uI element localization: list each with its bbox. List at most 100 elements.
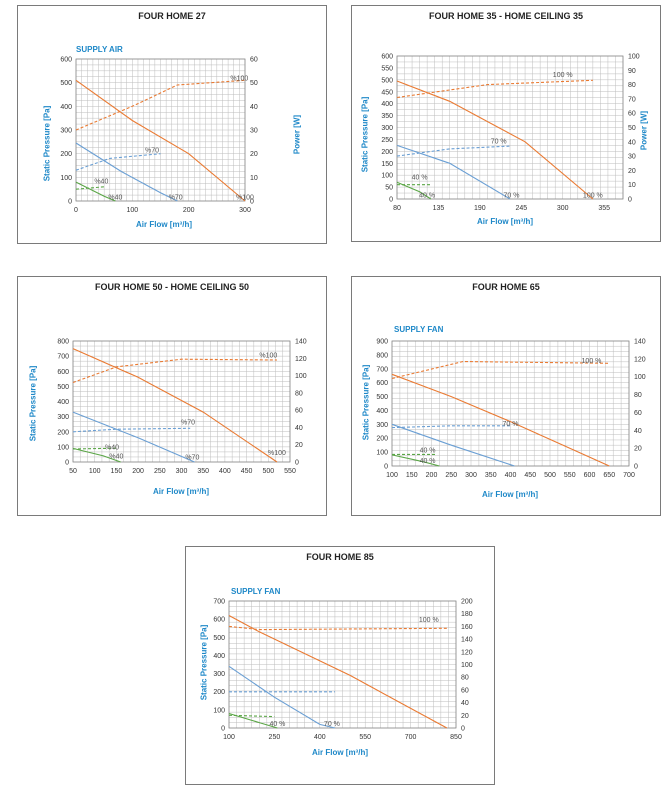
y-tick-label: 500 xyxy=(60,80,72,87)
chart-svg: 0 100 200 300010020030040050060001020304050… xyxy=(60,57,258,215)
x-tick-label: 550 xyxy=(359,734,371,741)
chart-title: FOUR HOME 85 xyxy=(306,552,374,562)
series-line-power-blue xyxy=(396,145,511,157)
chart-svg: 100 150 200 250 300 350 400 450 500 550 600 650 7000… xyxy=(376,339,645,480)
x-tick-label: 250 xyxy=(445,472,457,479)
y-tick-label: 700 xyxy=(57,354,69,361)
series-line-power-blue xyxy=(72,427,191,433)
x-axis-label: Air Flow [m³/h] xyxy=(153,487,209,496)
x-tick-label: 500 xyxy=(262,468,274,475)
y2-tick-label: 50 xyxy=(250,80,258,87)
curve-annotation: %40 xyxy=(108,195,122,202)
y-tick-label: 400 xyxy=(381,101,393,108)
x-tick-label: 355 xyxy=(598,205,610,212)
y-tick-label: 400 xyxy=(60,104,72,111)
curve-annotation: %100 xyxy=(230,75,248,82)
y2-tick-label: 50 xyxy=(628,125,636,132)
x-tick-label: 250 xyxy=(154,468,166,475)
series-line-power-orange xyxy=(75,79,246,131)
curve-annotation: %70 xyxy=(185,454,199,461)
chart-title: FOUR HOME 65 xyxy=(472,282,540,292)
y2-tick-label: 100 xyxy=(628,54,640,61)
y-tick-label: 500 xyxy=(213,635,225,642)
series-line-pressure-green xyxy=(391,454,440,467)
curve-annotation: 70 % xyxy=(503,421,519,428)
curve-annotation: 70 % xyxy=(491,139,507,146)
series-line-pressure-green xyxy=(396,181,432,200)
y-tick-label: 0 xyxy=(65,460,69,467)
curve-annotation: 70 % xyxy=(504,193,520,200)
y2-tick-label: 60 xyxy=(628,111,636,118)
x-tick-label: 0 xyxy=(74,207,78,214)
series-line-pressure-green xyxy=(228,712,278,729)
x-tick-label: 850 xyxy=(450,734,462,741)
x-axis-label: Air Flow [m³/h] xyxy=(477,217,533,226)
y2-tick-label: 20 xyxy=(634,446,642,453)
y-tick-label: 200 xyxy=(60,151,72,158)
y2-tick-label: 100 xyxy=(295,373,307,380)
x-tick-label: 80 xyxy=(393,205,401,212)
series-line-pressure-orange xyxy=(75,79,246,202)
chart-subtitle: SUPPLY AIR xyxy=(76,45,123,54)
series-line-pressure-blue xyxy=(228,665,336,729)
y-tick-label: 100 xyxy=(60,175,72,182)
y2-tick-label: 80 xyxy=(295,390,303,397)
x-tick-label: 200 xyxy=(132,468,144,475)
curve-annotation: %40 xyxy=(109,454,123,461)
y-tick-label: 100 xyxy=(213,707,225,714)
curve-annotation: %100 xyxy=(236,195,254,202)
series-line-pressure-green xyxy=(72,447,121,463)
y2-tick-label: 90 xyxy=(628,68,636,75)
y2-tick-label: 140 xyxy=(461,637,473,644)
chart-title: FOUR HOME 50 - HOME CEILING 50 xyxy=(94,282,250,292)
curve-annotation: %40 xyxy=(105,445,119,452)
series-line-pressure-orange xyxy=(228,615,448,729)
x-tick-label: 300 xyxy=(239,207,251,214)
series-line-power-orange xyxy=(391,360,610,380)
series-line-pressure-orange xyxy=(396,80,594,200)
y-tick-label: 500 xyxy=(57,384,69,391)
x-tick-label: 100 xyxy=(223,734,235,741)
y-tick-label: 700 xyxy=(376,366,388,373)
y-tick-label: 600 xyxy=(60,57,72,64)
y2-tick-label: 40 xyxy=(461,700,469,707)
chart-subtitle: SUPPLY FAN xyxy=(394,325,444,334)
plot-frame xyxy=(228,600,457,729)
y-tick-label: 50 xyxy=(385,185,393,192)
series-line-pressure-green xyxy=(75,181,116,202)
x-tick-label: 350 xyxy=(197,468,209,475)
x-tick-label: 650 xyxy=(603,472,615,479)
y2-tick-label: 120 xyxy=(295,356,307,363)
curve-annotation: 100 % xyxy=(419,617,439,624)
y-tick-label: 600 xyxy=(381,54,393,61)
curve-annotation: %70 xyxy=(169,195,183,202)
chart-title: FOUR HOME 27 xyxy=(138,11,206,21)
y-tick-label: 200 xyxy=(381,149,393,156)
y-tick-label: 600 xyxy=(213,617,225,624)
plot-frame xyxy=(72,340,291,463)
x-tick-label: 450 xyxy=(524,472,536,479)
curve-annotation: 40 % xyxy=(412,174,428,181)
series-line-power-green xyxy=(72,447,117,450)
y-tick-label: 100 xyxy=(376,450,388,457)
series-line-pressure-blue xyxy=(72,411,195,463)
y2-tick-label: 10 xyxy=(250,175,258,182)
series-line-pressure-orange xyxy=(391,373,610,467)
x-tick-label: 150 xyxy=(406,472,418,479)
y-tick-label: 300 xyxy=(213,671,225,678)
y2-tick-label: 0 xyxy=(628,197,632,204)
chart-svg: 80 135 190 245 300 35505010015020025030035040… xyxy=(381,54,640,213)
y-tick-label: 300 xyxy=(376,422,388,429)
y-tick-label: 0 xyxy=(389,197,393,204)
chart-panel: FOUR HOME 85 SUPPLY FAN Static Pressure … xyxy=(185,546,495,785)
y-tick-label: 450 xyxy=(381,89,393,96)
y2-tick-label: 30 xyxy=(250,128,258,135)
y2-tick-label: 0 xyxy=(461,726,465,733)
y2-tick-label: 100 xyxy=(461,662,473,669)
y2-tick-label: 200 xyxy=(461,599,473,606)
y2-tick-label: 60 xyxy=(634,410,642,417)
y-tick-label: 250 xyxy=(381,137,393,144)
chart-panel: FOUR HOME 35 - HOME CEILING 35 Static Pr… xyxy=(351,5,661,242)
y-tick-label: 500 xyxy=(376,394,388,401)
x-tick-label: 100 xyxy=(126,207,138,214)
